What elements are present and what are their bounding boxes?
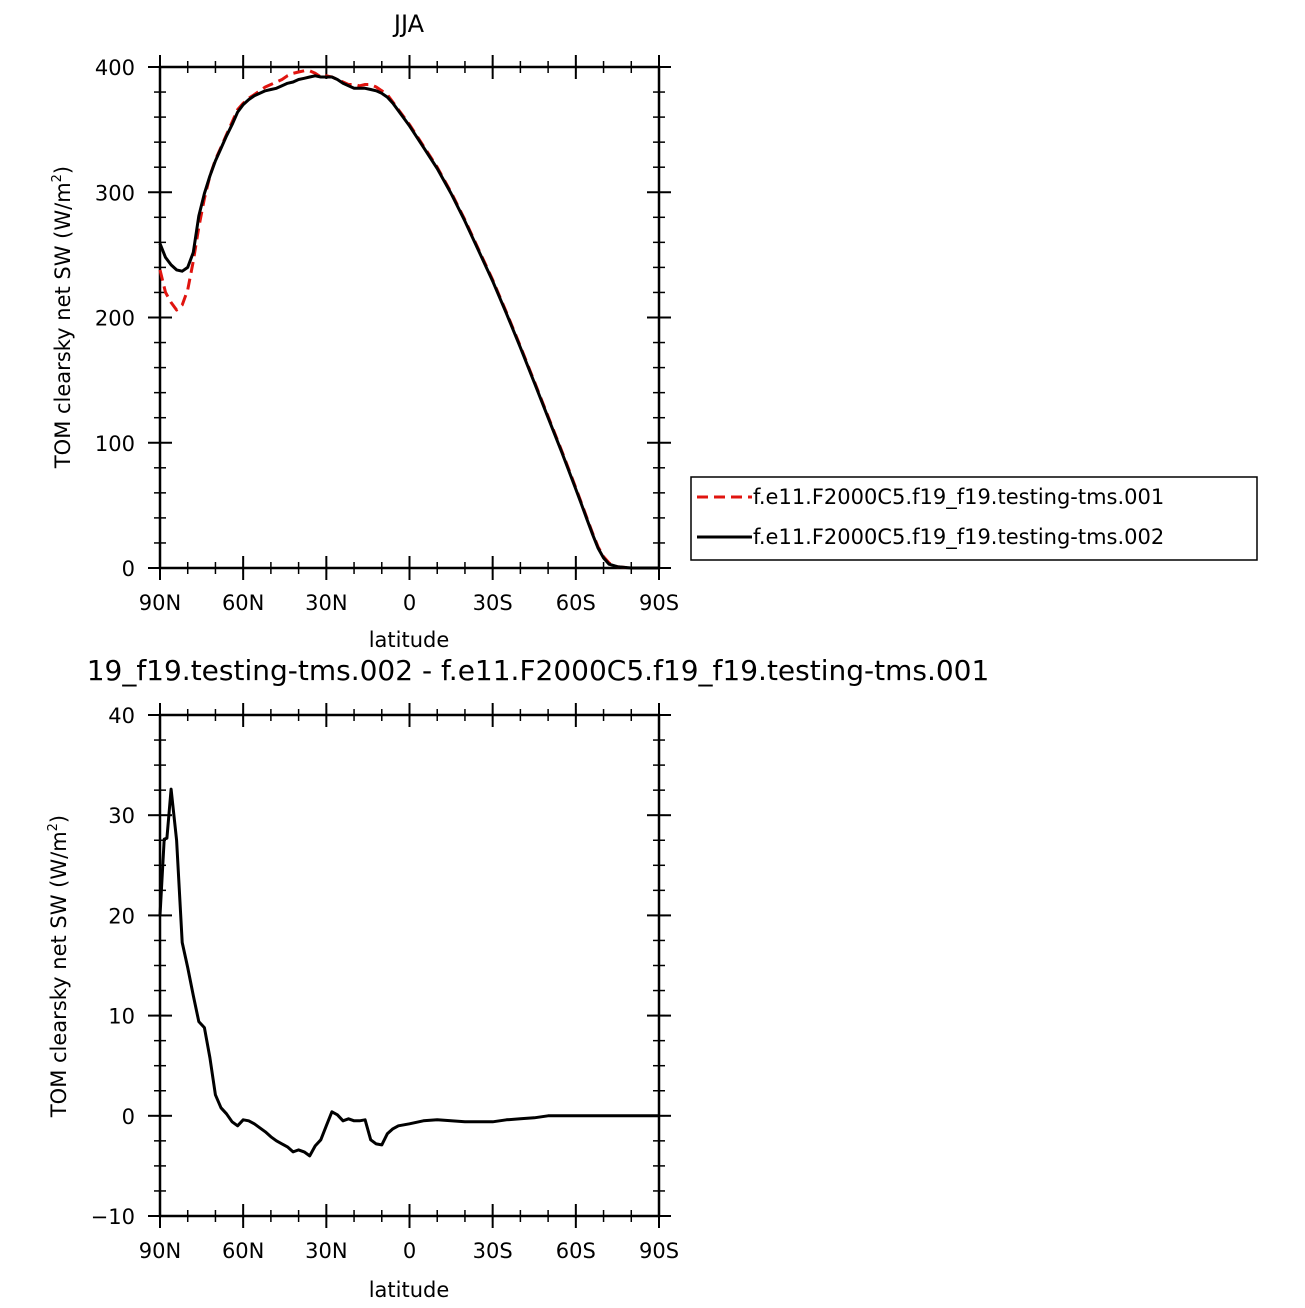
bottom-ylabel: TOM clearsky net SW (W/m2) (46, 815, 71, 1118)
top-x-tick-label: 60N (222, 591, 264, 615)
bottom-y-tick-label: 0 (122, 1105, 135, 1129)
top-y-tick-label: 300 (95, 181, 135, 205)
bottom-x-tick-label: 30N (305, 1239, 347, 1263)
top-title: JJA (392, 10, 425, 38)
bottom-panel: 19_f19.testing-tms.002 - f.e11.F2000C5.f… (46, 654, 989, 1302)
top-y-tick-label: 100 (95, 432, 135, 456)
legend-label-series-1: f.e11.F2000C5.f19_f19.testing-tms.001 (753, 485, 1164, 510)
legend-label-series-2: f.e11.F2000C5.f19_f19.testing-tms.002 (753, 525, 1164, 550)
legend: f.e11.F2000C5.f19_f19.testing-tms.001 f.… (690, 476, 1258, 561)
top-x-tick-label: 30S (473, 591, 513, 615)
bottom-xlabel: latitude (369, 1278, 450, 1302)
top-x-tick-label: 90N (139, 591, 181, 615)
bottom-x-tick-label: 90N (139, 1239, 181, 1263)
top-y-tick-label: 200 (95, 307, 135, 331)
top-plot-area: 90N 60N 30N 0 30S 60S 90S 0 100 200 300 400 (95, 55, 679, 615)
top-xlabel: latitude (369, 628, 450, 652)
legend-box (690, 476, 1258, 561)
bottom-x-tick-label: 30S (473, 1239, 513, 1263)
top-x-tick-label: 90S (639, 591, 679, 615)
bottom-series-line-1 (158, 787, 659, 1158)
bottom-x-tick-label: 90S (639, 1239, 679, 1263)
bottom-y-tick-label: −10 (91, 1205, 135, 1229)
top-plot-frame (158, 65, 661, 570)
top-ylabel: TOM clearsky net SW (W/m2) (50, 166, 75, 469)
top-panel: JJA 90N 60N 30N 0 30S 60S 90S 0 100 200 300 400 lat… (50, 10, 1258, 652)
bottom-x-tick-label: 60N (222, 1239, 264, 1263)
bottom-y-tick-label: 10 (108, 1005, 135, 1029)
top-series-line-2 (158, 74, 659, 570)
bottom-y-tick-label: 30 (108, 804, 135, 828)
bottom-title: 19_f19.testing-tms.002 - f.e11.F2000C5.f… (87, 654, 990, 687)
bottom-plot-frame (158, 713, 661, 1218)
bottom-y-tick-label: 40 (108, 704, 135, 728)
bottom-x-tick-label: 0 (403, 1239, 416, 1263)
top-x-tick-label: 0 (403, 591, 416, 615)
bottom-y-tick-label: 20 (108, 904, 135, 928)
top-y-tick-label: 400 (95, 56, 135, 80)
top-x-tick-label: 30N (305, 591, 347, 615)
bottom-plot-area: 90N 60N 30N 0 30S 60S 90S −10 0 10 20 30 40 (91, 703, 679, 1263)
top-x-tick-label: 60S (556, 591, 596, 615)
top-y-tick-label: 0 (122, 557, 135, 581)
top-series-line-1 (158, 69, 659, 570)
bottom-x-tick-label: 60S (556, 1239, 596, 1263)
